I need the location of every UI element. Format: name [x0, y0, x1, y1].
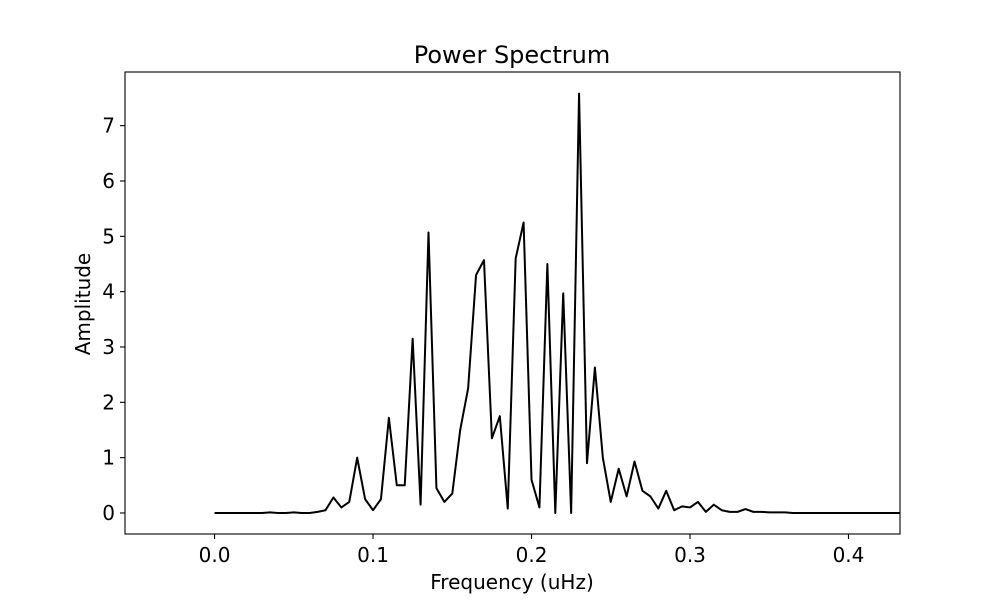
x-tick-label: 0.2: [516, 543, 548, 567]
y-tick-label: 6: [102, 169, 115, 193]
y-tick-label: 1: [102, 446, 115, 470]
y-tick-label: 7: [102, 114, 115, 138]
chart-title: Power Spectrum: [414, 41, 611, 69]
x-tick-label: 0.1: [357, 543, 389, 567]
series-line-0: [214, 92, 900, 514]
y-axis-label: Amplitude: [71, 253, 95, 356]
y-tick-label: 4: [102, 280, 115, 304]
x-axis-label: Frequency (uHz): [430, 570, 594, 594]
x-tick-label: 0.0: [199, 543, 231, 567]
y-tick-label: 3: [102, 335, 115, 359]
y-tick-label: 2: [102, 390, 115, 414]
plot-area: 0.0 0.1 0.2 0.3 0.4 0 1 2 3 4 5 6 7: [102, 71, 901, 567]
y-tick-label: 5: [102, 224, 115, 248]
x-tick-label: 0.3: [674, 543, 706, 567]
y-tick-label: 0: [102, 501, 115, 525]
plot-frame: [124, 71, 901, 535]
x-tick-label: 0.4: [833, 543, 865, 567]
